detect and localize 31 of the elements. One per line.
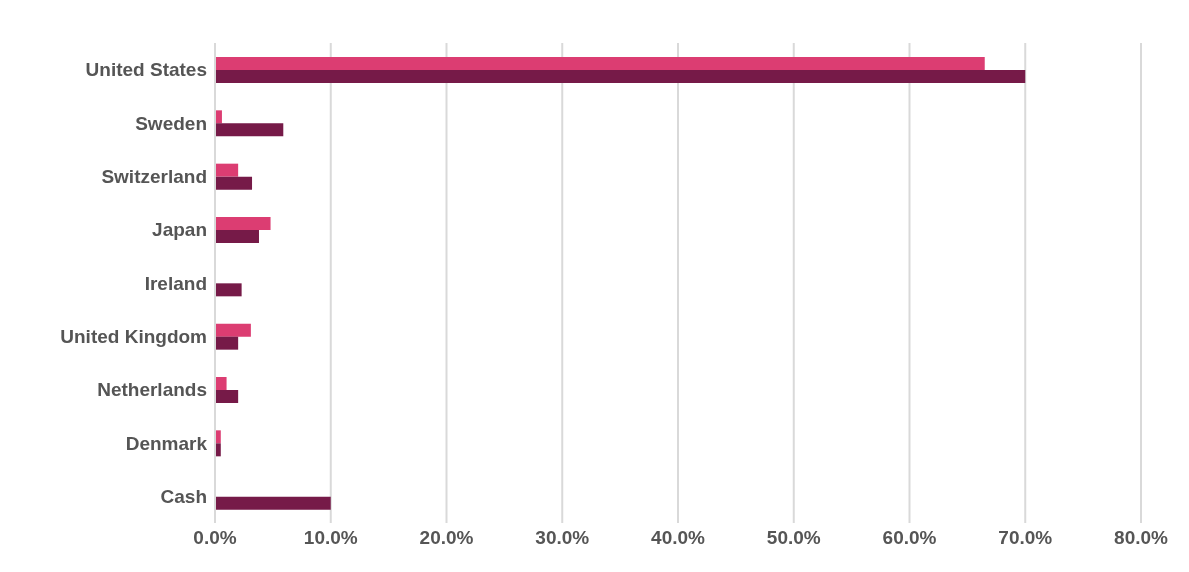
x-tick-label: 10.0% xyxy=(303,527,358,549)
y-tick-label: Ireland xyxy=(144,272,207,294)
x-tick-label: 20.0% xyxy=(419,527,474,549)
y-tick-label: Switzerland xyxy=(101,166,207,188)
bar xyxy=(215,176,253,190)
bar xyxy=(215,123,284,137)
bar xyxy=(215,336,239,350)
bar xyxy=(215,377,227,390)
x-tick-label: 80.0% xyxy=(1114,527,1169,549)
y-tick-label: Cash xyxy=(160,486,207,508)
y-tick-label: Japan xyxy=(152,219,207,241)
y-tick-label: Netherlands xyxy=(97,379,207,401)
bar xyxy=(215,163,239,177)
y-tick-label: Sweden xyxy=(135,112,207,134)
y-tick-label: United States xyxy=(85,59,207,81)
x-tick-label: 40.0% xyxy=(651,527,706,549)
y-tick-label: United Kingdom xyxy=(60,326,207,348)
bar xyxy=(215,70,1026,83)
x-tick-label: 30.0% xyxy=(535,527,590,549)
x-tick-label: 60.0% xyxy=(882,527,937,549)
x-tick-label: 0.0% xyxy=(193,527,237,549)
x-tick-label: 50.0% xyxy=(766,527,821,549)
bar xyxy=(215,496,331,510)
bar xyxy=(215,390,239,403)
bar xyxy=(215,217,271,230)
y-tick-label: Denmark xyxy=(125,432,208,454)
x-tick-label: 70.0% xyxy=(998,527,1053,549)
bar xyxy=(215,283,242,297)
bar xyxy=(215,230,259,243)
bar xyxy=(215,57,985,70)
bar xyxy=(215,323,251,337)
